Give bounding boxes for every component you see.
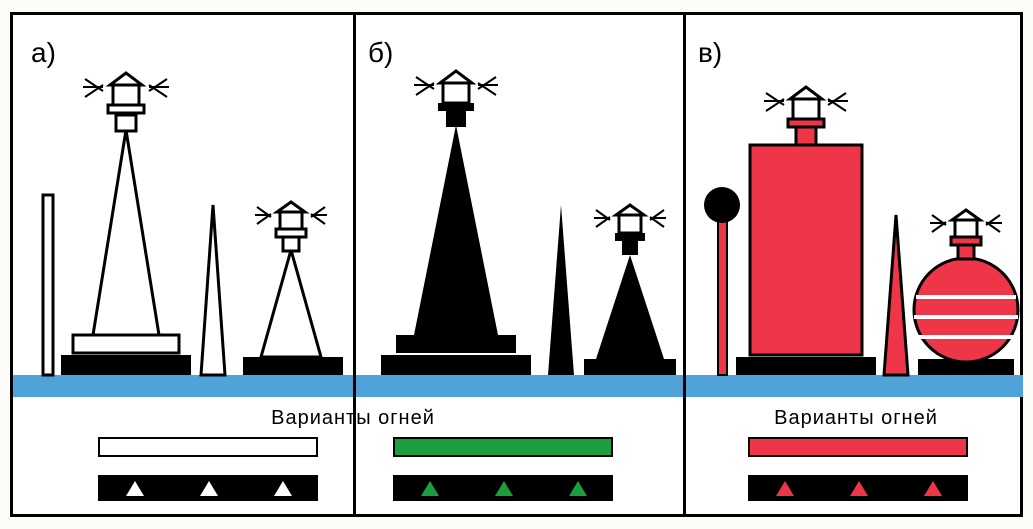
tri-a2-2: [200, 481, 218, 496]
buoy-c-sphere: [914, 210, 1018, 375]
beacon-b-large: [381, 71, 531, 375]
outer-frame: а): [10, 12, 1023, 517]
tri-c2-3: [924, 481, 942, 496]
tri-c2-1: [776, 481, 794, 496]
tri-b2-3: [569, 481, 587, 496]
tri-b2-2: [495, 481, 513, 496]
post-a: [43, 195, 53, 375]
lightbar-b-2: [393, 475, 613, 501]
tri-b2-1: [421, 481, 439, 496]
panel-c-svg: [686, 15, 1023, 385]
cone-pole-a: [201, 205, 225, 375]
ball-pole-c: [704, 187, 740, 375]
lightbar-b-1: [393, 437, 613, 457]
tri-a2-3: [274, 481, 292, 496]
lightbar-c-2: [748, 475, 968, 501]
tri-a2-1: [126, 481, 144, 496]
lightbar-a-1: [98, 437, 318, 457]
lightbar-c-1: [748, 437, 968, 457]
lightbar-a-2: [98, 475, 318, 501]
tri-c2-2: [850, 481, 868, 496]
cone-pole-c: [884, 215, 908, 375]
beacon-a-small: [243, 202, 343, 375]
beacon-a-large: [61, 73, 191, 375]
panel-a-svg: [13, 15, 353, 385]
beacon-b-small: [584, 205, 676, 375]
cone-pole-b: [548, 205, 574, 375]
caption-c: Варианты огней: [736, 407, 976, 430]
beacon-c-large: [736, 87, 876, 375]
panel-b-svg: [356, 15, 683, 385]
